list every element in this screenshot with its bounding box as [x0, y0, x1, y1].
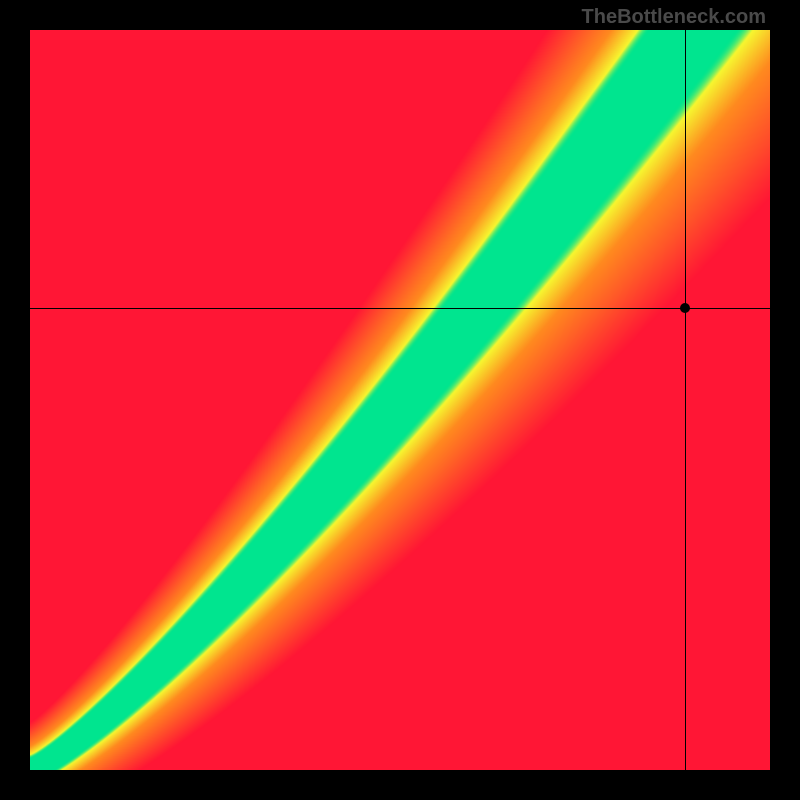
- bottleneck-heatmap: [30, 30, 770, 770]
- heatmap-canvas: [30, 30, 770, 770]
- watermark-text: TheBottleneck.com: [582, 6, 766, 29]
- crosshair-vertical: [685, 30, 686, 770]
- crosshair-horizontal: [30, 308, 770, 309]
- crosshair-marker: [680, 303, 690, 313]
